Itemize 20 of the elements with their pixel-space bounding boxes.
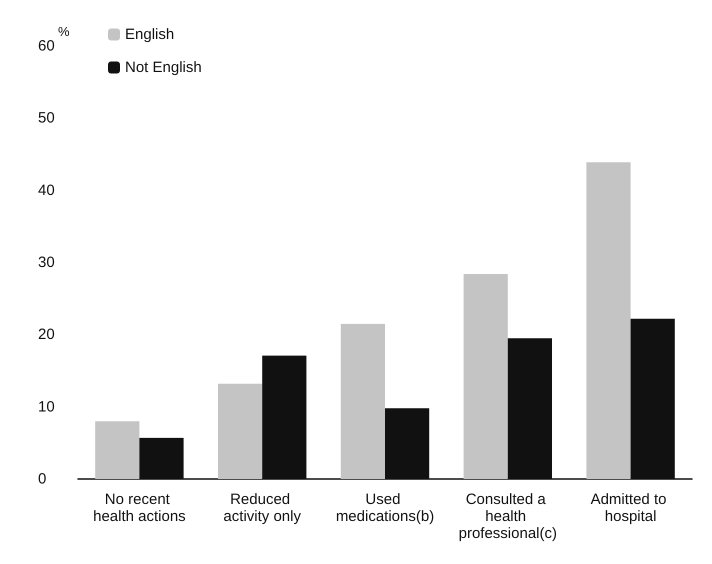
legend-label: English [125, 26, 174, 43]
y-tick-label: 60 [38, 38, 55, 54]
x-tick-label: Reduced activity only [223, 491, 302, 525]
x-tick-label: Admitted to hospital [590, 491, 671, 525]
y-tick-label: 0 [38, 470, 46, 488]
y-tick-label: 50 [38, 110, 55, 127]
y-axis-title: % [58, 24, 70, 39]
y-tick-label: 40 [38, 182, 55, 199]
bar [340, 324, 385, 479]
bar [586, 162, 631, 479]
y-tick-label: 20 [38, 326, 55, 344]
x-tick-label: Consulted a health professional(c) [458, 491, 557, 542]
legend-label: Not English [125, 59, 202, 76]
bar [464, 274, 508, 479]
bar [95, 421, 140, 479]
x-tick-label: Used medications(b) [336, 491, 434, 525]
y-tick-label: 10 [38, 398, 55, 416]
x-tick-label: No recent health actions [93, 491, 186, 525]
y-tick-label: 30 [38, 254, 55, 271]
bar [218, 384, 262, 479]
